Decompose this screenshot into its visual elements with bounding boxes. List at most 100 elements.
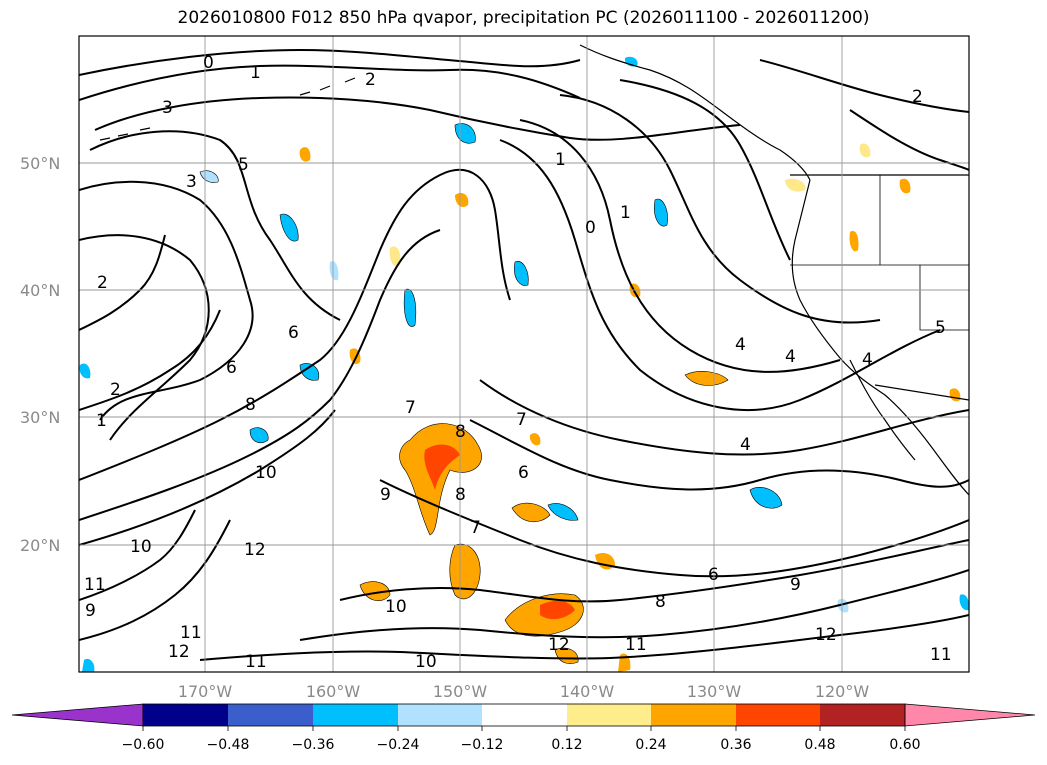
contour-label: 4 [740, 435, 751, 455]
precip-negative-area [547, 503, 579, 521]
contour-line [299, 569, 969, 641]
contour-label: 2 [97, 273, 108, 293]
contour-line [79, 309, 221, 411]
contour-label: 10 [130, 537, 152, 557]
contour-line [79, 234, 210, 441]
lat-label: 30°N [20, 408, 60, 427]
contour-line [79, 169, 511, 481]
contour-label: 8 [455, 485, 466, 505]
baja-california [849, 359, 916, 461]
colorbar-bin [143, 704, 228, 726]
contour-label: 4 [785, 347, 796, 367]
colorbar-tick-label: −0.12 [461, 737, 504, 753]
contour-line [339, 539, 969, 603]
contour-line [79, 509, 196, 601]
contour-line [79, 64, 581, 101]
contour-label: 4 [862, 350, 873, 370]
contour-line [379, 479, 969, 578]
colorbar-tick-label: −0.24 [377, 737, 420, 753]
colorbar-bin [398, 704, 482, 726]
colorbar-bin [313, 704, 398, 726]
contour-label: 12 [244, 540, 266, 560]
contour-line [79, 409, 336, 546]
contour-label: 3 [186, 172, 197, 192]
map-title: 2026010800 F012 850 hPa qvapor, precipit… [177, 8, 870, 28]
contour-label: 6 [518, 463, 529, 483]
coastlines [99, 44, 969, 496]
precip-positive-area [299, 147, 311, 162]
contour-label: 10 [415, 652, 437, 672]
contour-line [199, 614, 969, 661]
contour-line [759, 59, 969, 113]
contour-line [89, 130, 341, 321]
colorbar-bin [651, 704, 736, 726]
precip-negative-area [837, 598, 849, 613]
contour-line [479, 379, 969, 456]
contour-line [559, 94, 881, 324]
colorbar-under-extension [11, 703, 144, 727]
colorbar-tick-label: 0.48 [804, 737, 835, 753]
colorbar-over-extension [904, 703, 1036, 727]
precip-negative-area [279, 213, 299, 242]
colorbar-bin [736, 704, 820, 726]
contour-label: 7 [470, 518, 481, 538]
contour-line [79, 180, 254, 421]
lat-label: 20°N [20, 536, 60, 555]
contour-line [849, 109, 969, 171]
colorbar-tick-label: 0.60 [889, 737, 920, 753]
precip-positive-area [859, 143, 871, 158]
lon-label: 170°W [178, 682, 233, 701]
precip-positive-area [455, 193, 469, 207]
lon-label: 120°W [815, 682, 870, 701]
contour-label: 11 [625, 635, 647, 655]
precip-positive-area [389, 246, 401, 267]
colorbar-tick-marks [142, 726, 906, 731]
north-america-west-coast [791, 179, 969, 496]
precip-positive-area [785, 178, 806, 192]
state-borders [790, 175, 969, 331]
contour-label: 0 [203, 53, 214, 73]
contour-line [94, 96, 741, 141]
contour-label: 5 [238, 155, 249, 175]
map-panel: 0 1 2 2 2 3 3 5 6 6 8 10 1 2 1 0 1 4 4 4… [79, 36, 969, 672]
contour-label: 4 [735, 335, 746, 355]
contour-line [79, 229, 441, 521]
colorbar-tick-label: −0.60 [122, 737, 165, 753]
contour-label: 12 [168, 642, 190, 662]
contour-label: 1 [555, 150, 566, 170]
lon-label: 140°W [560, 682, 615, 701]
lat-label: 40°N [20, 281, 60, 300]
lat-label: 50°N [20, 154, 60, 173]
contour-label: 8 [455, 422, 466, 442]
contour-label: 12 [548, 635, 570, 655]
precip-positive-area [684, 371, 729, 386]
contour-label: 6 [226, 358, 237, 378]
precip-negative-area [79, 363, 91, 379]
contour-label: 1 [96, 411, 107, 431]
precip-positive-area [359, 581, 391, 602]
precip-positive-core [540, 600, 575, 620]
precip-positive-area [449, 543, 481, 600]
precip-negative-area [654, 198, 668, 227]
precip-positive-area [899, 178, 911, 194]
colorbar-frame [142, 703, 906, 727]
contour-label: 8 [655, 592, 666, 612]
precip-positive-core [424, 444, 460, 490]
colorbar-bin [820, 704, 905, 726]
precip-negative-area [329, 261, 339, 281]
contour-labels: 0 1 2 2 2 3 3 5 6 6 8 10 1 2 1 0 1 4 4 4… [84, 53, 952, 672]
precip-negative-area [249, 427, 269, 443]
precip-negative-area [82, 658, 95, 672]
precip-negative-area [959, 594, 969, 611]
contour-label: 7 [516, 410, 527, 430]
alaska-coast [579, 44, 811, 181]
precip-negative-area [403, 288, 417, 327]
longitude-labels: 170°W 160°W 150°W 140°W 130°W 120°W [178, 682, 870, 701]
precip-positive-area [849, 230, 859, 252]
contour-label: 9 [85, 601, 96, 621]
contour-label: 9 [380, 485, 391, 505]
colorbar-tick-label: 0.12 [551, 737, 582, 753]
contour-label: 10 [385, 597, 407, 617]
contour-line [79, 519, 231, 641]
contour-line [519, 119, 841, 373]
